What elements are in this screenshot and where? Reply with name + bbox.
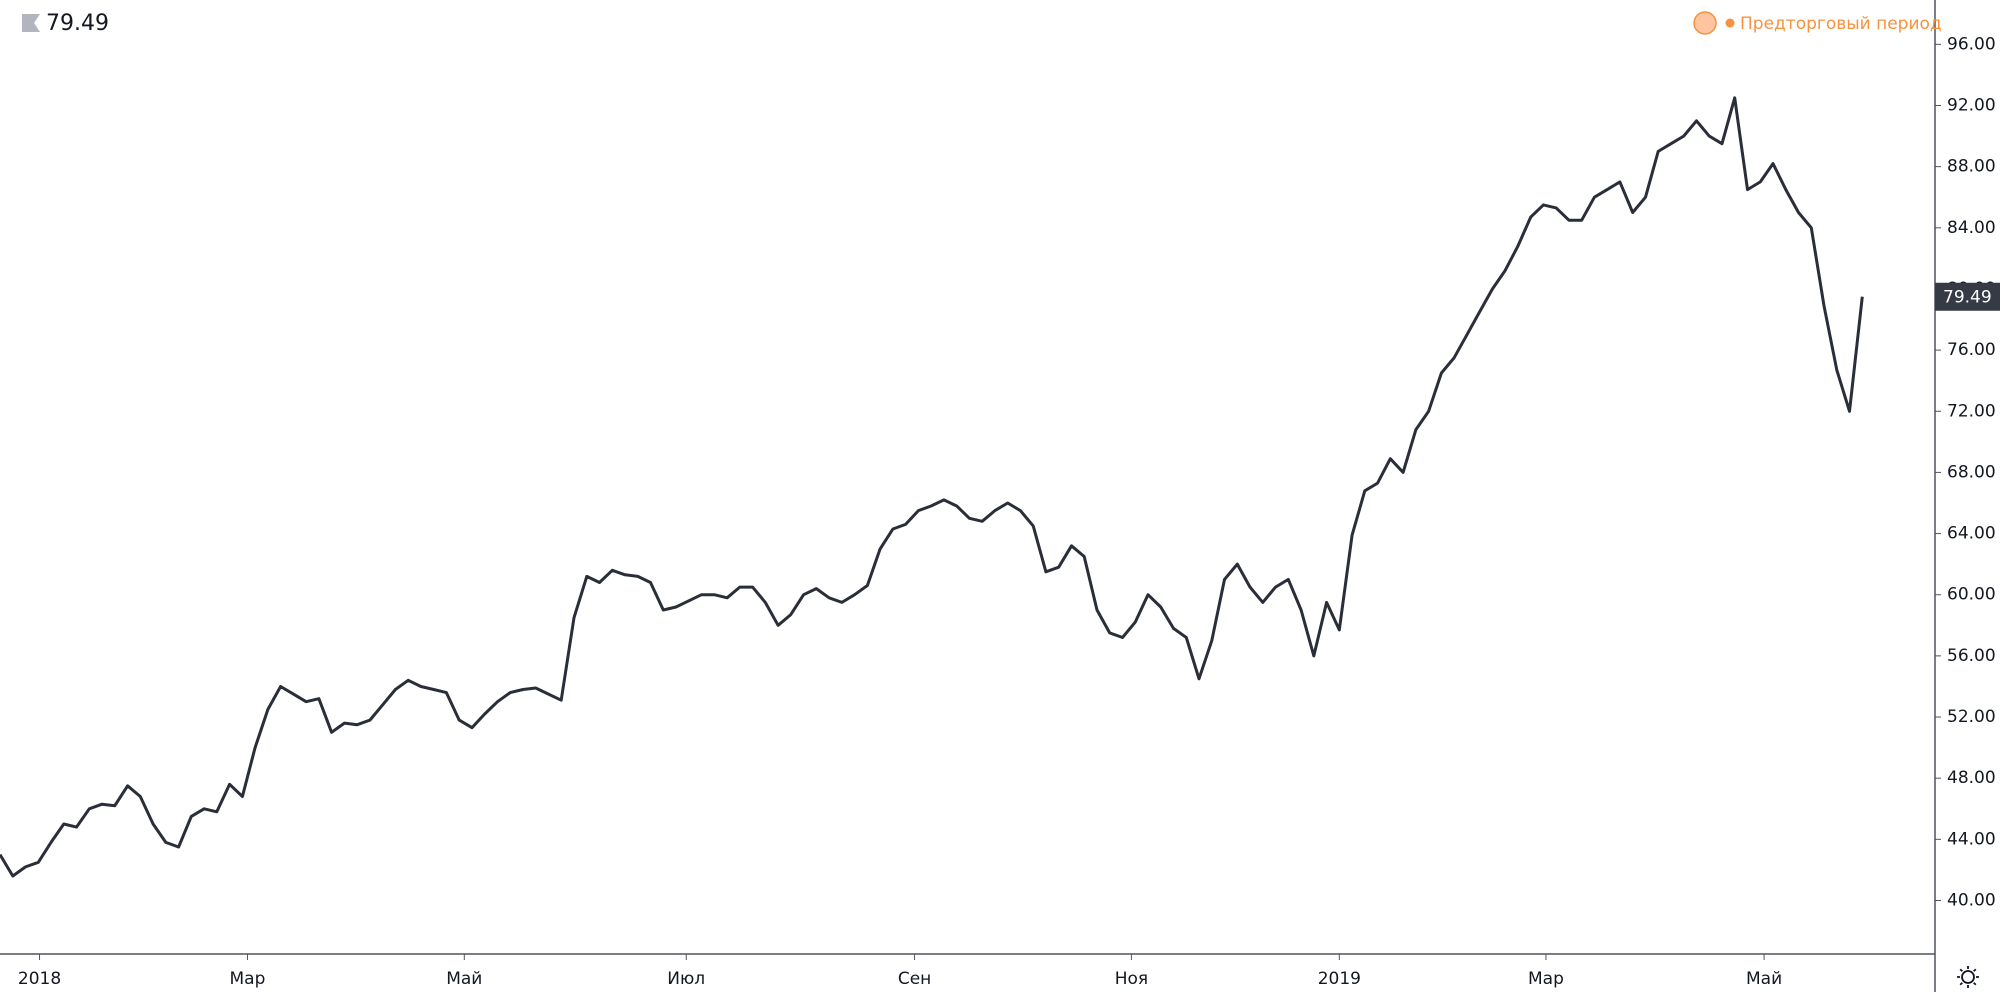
x-tick-label: Июл (667, 969, 705, 989)
x-tick-label: Мар (230, 969, 266, 989)
y-tick-label: 88.00 (1947, 157, 1996, 177)
y-tick-label: 76.00 (1947, 340, 1996, 360)
y-tick-label: 84.00 (1947, 218, 1996, 238)
y-tick-label: 92.00 (1947, 95, 1996, 115)
flag-icon (22, 14, 40, 32)
y-tick-label: 40.00 (1947, 890, 1996, 910)
y-tick-label: 96.00 (1947, 34, 1996, 54)
x-tick-label: Мар (1528, 969, 1564, 989)
price-badge-label: 79.49 (1943, 288, 1992, 308)
x-tick-label: 2019 (1318, 969, 1361, 989)
y-tick-label: 72.00 (1947, 401, 1996, 421)
price-line (0, 96, 1864, 878)
session-icon[interactable] (1693, 11, 1717, 35)
last-price: 79.49 (46, 11, 109, 36)
y-tick-label: 48.00 (1947, 768, 1996, 788)
x-tick-label: 2018 (18, 969, 61, 989)
x-tick-label: Май (446, 969, 482, 989)
x-tick-label: Сен (898, 969, 931, 989)
settings-icon[interactable] (1957, 966, 1979, 988)
y-tick-label: 64.00 (1947, 524, 1996, 544)
y-tick-label: 52.00 (1947, 707, 1996, 727)
y-tick-label: 60.00 (1947, 585, 1996, 605)
session-label: Предторговый период (1740, 14, 1942, 34)
x-tick-label: Ноя (1115, 969, 1148, 989)
x-tick-label: Май (1746, 969, 1782, 989)
y-tick-label: 56.00 (1947, 646, 1996, 666)
price-badge (1935, 282, 2000, 311)
y-tick-label: 44.00 (1947, 829, 1996, 849)
session-dot (1725, 18, 1735, 28)
y-tick-label: 68.00 (1947, 462, 1996, 482)
